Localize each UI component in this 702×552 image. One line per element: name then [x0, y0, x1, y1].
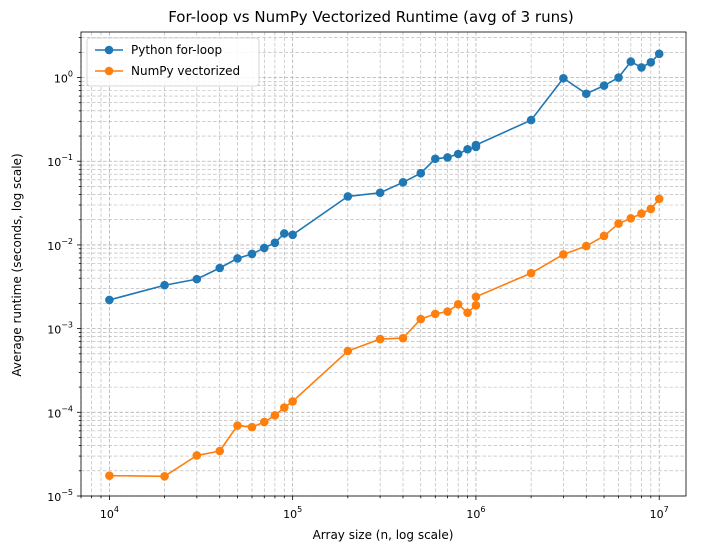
x-axis-label: Array size (n, log scale) — [313, 528, 454, 542]
y-tick-label: 10−5 — [47, 488, 73, 504]
y-tick-label: 10−3 — [47, 321, 73, 337]
data-point — [581, 241, 591, 251]
data-point — [259, 417, 269, 427]
y-tick-label: 10−2 — [47, 237, 73, 253]
data-point — [526, 115, 536, 125]
legend-label: NumPy vectorized — [131, 64, 240, 78]
data-point — [343, 192, 353, 201]
data-point — [430, 154, 440, 164]
data-point — [343, 346, 353, 356]
data-point — [288, 397, 297, 406]
data-point — [270, 411, 280, 420]
chart-title: For-loop vs NumPy Vectorized Runtime (av… — [168, 8, 574, 26]
data-point — [247, 422, 257, 432]
data-point — [416, 314, 426, 324]
data-point — [430, 309, 440, 319]
data-point — [463, 144, 472, 154]
data-point — [471, 140, 481, 150]
data-point — [637, 209, 646, 218]
legend-item: NumPy vectorized — [95, 64, 240, 78]
data-point — [463, 308, 472, 317]
data-point — [443, 153, 452, 162]
data-point — [581, 89, 591, 99]
data-point — [599, 231, 609, 241]
y-tick-label: 100 — [54, 70, 73, 86]
data-point — [526, 268, 536, 278]
data-point — [215, 263, 225, 273]
data-point — [233, 254, 242, 263]
data-point — [279, 229, 289, 238]
series-layer — [105, 49, 664, 481]
data-point — [215, 446, 225, 456]
plot-frame — [80, 31, 687, 497]
data-point — [559, 73, 568, 83]
x-tick-label: 104 — [100, 505, 119, 521]
data-point — [453, 300, 463, 309]
data-point — [247, 249, 257, 259]
data-point — [375, 334, 385, 344]
data-point — [614, 219, 623, 228]
data-point — [654, 49, 664, 59]
data-point — [443, 307, 452, 316]
legend-label: Python for-loop — [131, 43, 222, 57]
x-tick-label: 106 — [466, 505, 485, 521]
y-axis-label: Average runtime (seconds, log scale) — [10, 153, 24, 376]
data-point — [559, 250, 568, 259]
data-point — [599, 81, 609, 90]
data-point — [646, 204, 656, 214]
data-point — [160, 471, 169, 481]
data-point — [192, 451, 202, 460]
data-point — [654, 194, 664, 204]
data-point — [471, 300, 481, 310]
x-tick-label: 105 — [283, 505, 302, 521]
data-point — [259, 243, 269, 253]
y-tick-label: 10−1 — [47, 153, 73, 169]
legend-swatch-marker — [104, 45, 114, 55]
data-point — [416, 168, 426, 178]
series-2 — [105, 194, 664, 481]
data-point — [398, 333, 408, 343]
ticks: 104 105 106 107 10−5 10−4 10−3 10−2 10−1 100 — [47, 37, 669, 521]
data-point — [279, 403, 289, 412]
data-point — [375, 188, 385, 198]
data-point — [233, 421, 242, 430]
data-point — [453, 149, 463, 159]
data-point — [646, 58, 656, 67]
data-point — [626, 214, 636, 223]
data-point — [105, 295, 114, 305]
legend-item: Python for-loop — [95, 43, 222, 57]
data-point — [160, 280, 169, 290]
data-point — [637, 63, 646, 72]
data-point — [192, 274, 202, 284]
legend-box — [86, 37, 260, 87]
grid — [80, 32, 686, 497]
data-point — [398, 178, 408, 187]
data-point — [614, 73, 623, 82]
data-point — [288, 230, 297, 240]
series-1 — [105, 49, 664, 305]
data-point — [105, 471, 114, 480]
data-point — [626, 57, 636, 66]
data-point — [270, 238, 280, 248]
legend-swatch-marker — [104, 66, 114, 76]
legend: Python for-loop NumPy vectorized — [86, 37, 260, 87]
x-tick-label: 107 — [650, 505, 669, 521]
data-point — [471, 292, 481, 302]
y-tick-label: 10−4 — [47, 404, 73, 420]
